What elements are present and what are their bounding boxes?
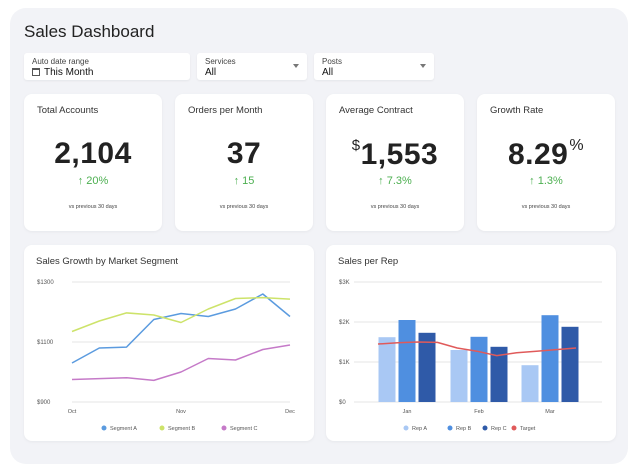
kpi-note: vs previous 30 days (521, 204, 571, 210)
bar-chart-panel: Sales per Rep $0 $1K $2K $3K Jan Feb Mar Rep A R… (326, 245, 616, 441)
line-chart-panel: Sales Growth by Market Segment $900 $1100… (24, 245, 314, 441)
kpi-card-orders-per-month[interactable]: Orders per Month 37 ↑ 15 vs previous 30 … (175, 94, 313, 231)
line-chart-title: Sales Growth by Market Segment (36, 256, 179, 267)
bar (541, 315, 559, 402)
bar-chart-title: Sales per Rep (338, 256, 399, 267)
page-title: Sales Dashboard (24, 22, 155, 41)
series-line (71, 293, 291, 364)
bar-chart[interactable]: $0 $1K $2K $3K Jan Feb Mar Rep A Rep B Rep C Targe… (326, 245, 616, 441)
calendar-icon (32, 68, 40, 76)
kpi-title: Orders per Month (188, 105, 263, 116)
services-value: All (205, 67, 217, 78)
kpi-note: vs previous 30 days (370, 204, 420, 210)
bar (470, 336, 488, 402)
kpi-value-wrap: 8.29% (477, 137, 615, 172)
services-filter[interactable]: Services All (197, 53, 307, 80)
legend-swatch (482, 425, 488, 431)
y-tick-label: $1300 (37, 280, 54, 286)
legend-swatch (511, 425, 517, 431)
kpi-value-wrap: 37 (175, 137, 313, 171)
kpi-delta: ↑ 1.3% (529, 175, 563, 187)
y-tick-label: $900 (37, 400, 51, 406)
legend-swatch (403, 425, 409, 431)
posts-value: All (322, 67, 334, 78)
y-tick-label: $1100 (37, 340, 54, 346)
kpi-card-total-accounts[interactable]: Total Accounts 2,104 ↑ 20% vs previous 3… (24, 94, 162, 231)
target-line (377, 341, 577, 357)
date-range-value-wrap: This Month (32, 67, 93, 78)
date-range-filter[interactable]: Auto date range This Month (24, 53, 190, 80)
bar (378, 337, 396, 402)
legend-label: Segment A (110, 426, 137, 432)
posts-filter[interactable]: Posts All (314, 53, 434, 80)
x-tick-label: Jan (403, 409, 412, 415)
bar (398, 320, 416, 402)
bar (521, 365, 539, 402)
legend-label: Rep C (491, 426, 507, 432)
currency-symbol: $ (351, 137, 361, 154)
legend-label: Target (520, 426, 536, 432)
x-tick-label: Dec (285, 409, 295, 415)
bar (490, 346, 508, 402)
kpi-value: 8.29 (507, 138, 569, 171)
kpi-note: vs previous 30 days (68, 204, 118, 210)
legend-label: Rep A (412, 426, 427, 432)
y-tick-label: $2K (339, 320, 350, 326)
legend-label: Segment B (168, 426, 196, 432)
date-range-label: Auto date range (32, 57, 89, 66)
x-tick-label: Nov (176, 409, 186, 415)
x-tick-label: Mar (545, 409, 555, 415)
kpi-value: 2,104 (54, 137, 132, 170)
bar (418, 332, 436, 402)
posts-label: Posts (322, 57, 343, 66)
legend-swatch (221, 425, 227, 431)
chevron-down-icon[interactable] (420, 64, 426, 68)
y-tick-label: $0 (339, 400, 346, 406)
percent-symbol: % (569, 137, 585, 154)
x-tick-label: Oct (68, 409, 77, 415)
legend-swatch (159, 425, 165, 431)
kpi-delta: ↑ 7.3% (378, 175, 412, 187)
kpi-card-growth-rate[interactable]: Growth Rate 8.29% ↑ 1.3% vs previous 30 … (477, 94, 615, 231)
kpi-note: vs previous 30 days (219, 204, 269, 210)
kpi-title: Average Contract (339, 105, 413, 116)
legend-label: Rep B (456, 426, 472, 432)
kpi-title: Growth Rate (490, 105, 544, 116)
kpi-value-wrap: 2,104 (24, 137, 162, 171)
y-tick-label: $1K (339, 360, 350, 366)
legend-label: Segment C (230, 426, 258, 432)
kpi-value: 37 (226, 137, 262, 170)
chevron-down-icon[interactable] (293, 64, 299, 68)
legend-swatch (101, 425, 107, 431)
kpi-delta: ↑ 20% (77, 175, 109, 187)
legend-swatch (447, 425, 453, 431)
series-line (71, 344, 291, 382)
kpi-title: Total Accounts (37, 105, 99, 116)
services-label: Services (205, 57, 236, 66)
series-line (71, 296, 291, 333)
bar (450, 350, 468, 402)
kpi-value: 1,553 (360, 138, 439, 171)
line-chart[interactable]: $900 $1100 $1300 Oct Nov Dec Segment A Segment … (24, 245, 314, 441)
kpi-value-wrap: $1,553 (326, 137, 464, 172)
kpi-card-average-contract[interactable]: Average Contract $1,553 ↑ 7.3% vs previo… (326, 94, 464, 231)
date-range-value: This Month (44, 67, 94, 78)
y-tick-label: $3K (339, 280, 350, 286)
kpi-delta: ↑ 15 (233, 175, 255, 187)
x-tick-label: Feb (474, 409, 483, 415)
bar (561, 326, 579, 402)
